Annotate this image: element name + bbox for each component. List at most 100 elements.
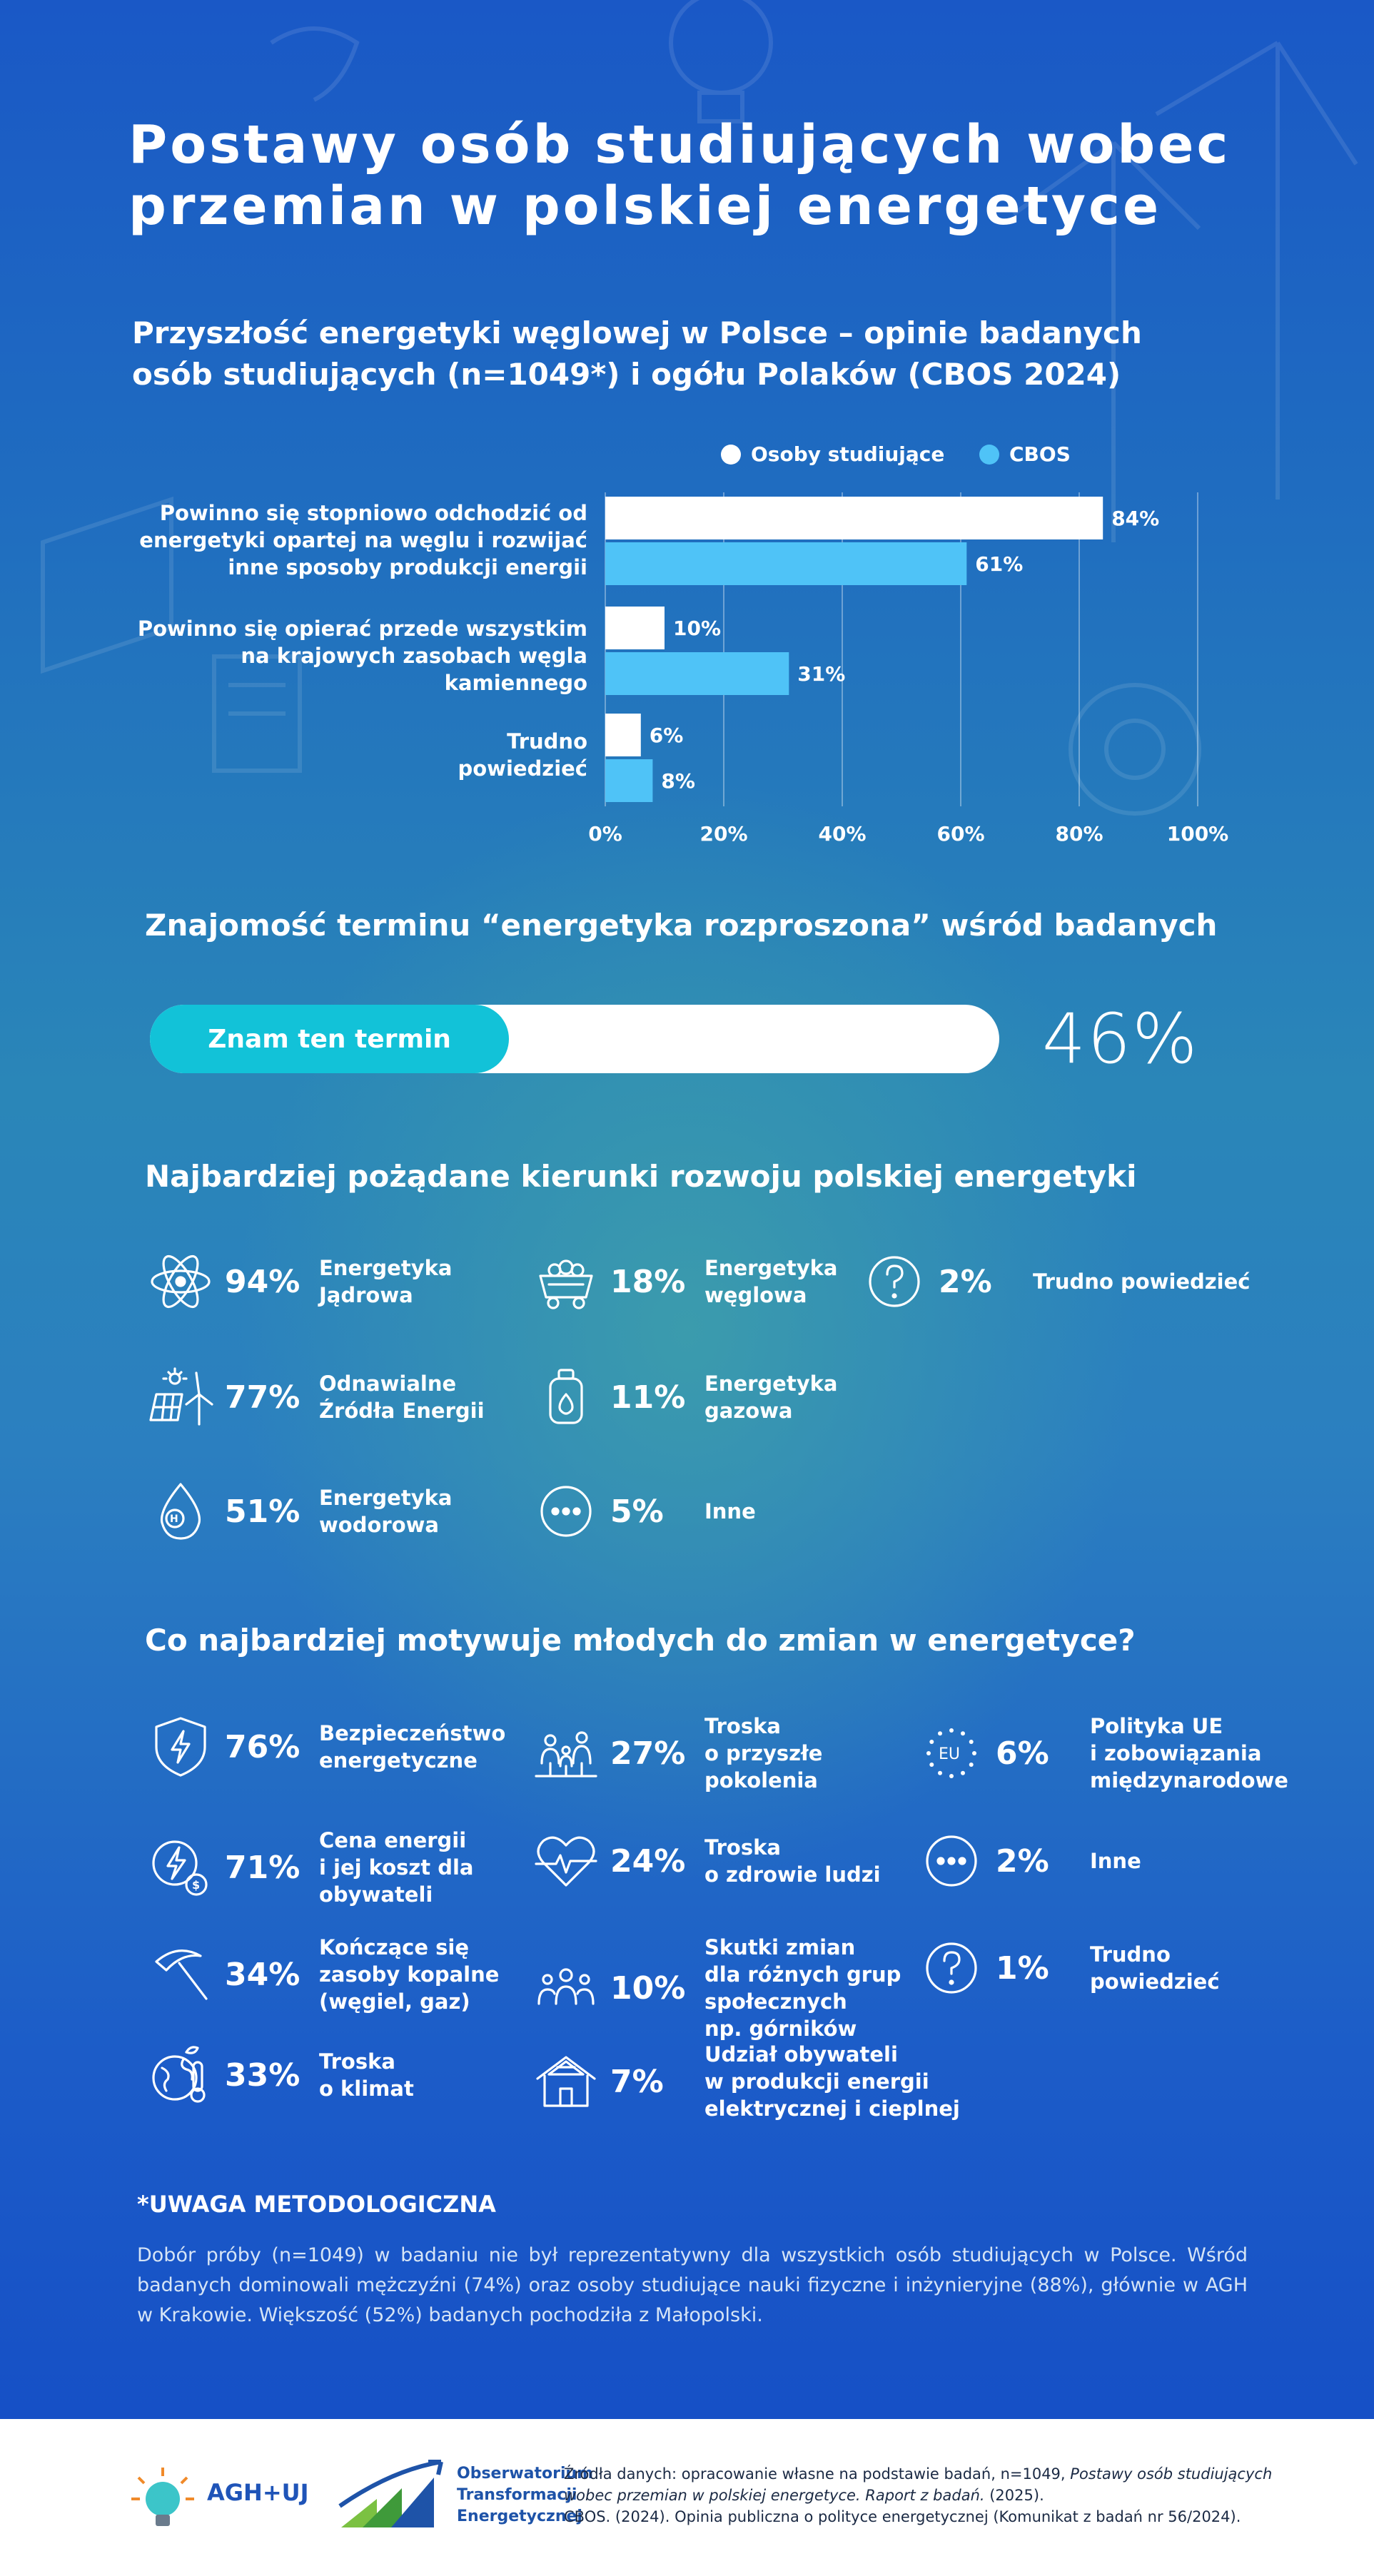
gas-cylinder-icon (532, 1363, 600, 1431)
motivation-label-line: obywateli (319, 1882, 433, 1907)
term-knowledge-value: 46% (1042, 999, 1199, 1079)
direction-label: Energetyka gazowa (704, 1370, 837, 1424)
solar-house-icon (532, 2047, 600, 2116)
motivation-label-line: dla różnych grup (704, 1962, 901, 1987)
section2-title: Znajomość terminu “energetyka rozproszon… (145, 908, 1218, 943)
category-label-line: Powinno się opierać przede wszystkim (137, 617, 587, 641)
direction-percentage: 5% (610, 1493, 664, 1530)
motivation-label-line: Troska (319, 2049, 395, 2074)
source-report-title: Postawy osób studiujących wobec przemian… (564, 2465, 1273, 2504)
more-icon (532, 1477, 600, 1546)
people-group-icon (532, 1954, 600, 2022)
legend-swatch-students (721, 444, 741, 465)
category-label-line: na krajowych zasobach węgla (241, 644, 587, 668)
motivation-label-line: Troska (704, 1835, 781, 1860)
direction-item: 2% Trudno powiedzieć (860, 1247, 1251, 1316)
category-label-line: inne sposoby produkcji energii (228, 555, 587, 579)
category-label-line: Trudno (507, 729, 587, 754)
direction-label: Energetyka wodorowa (319, 1484, 452, 1538)
motivation-label-line: i jej koszt dla (319, 1855, 474, 1880)
section1-title: Przyszłość energetyki węglowej w Polsce … (132, 313, 1142, 395)
poster-background: Postawy osób studiujących wobec przemian… (0, 0, 1374, 2419)
solar-wind-icon (146, 1363, 215, 1431)
bar-value-label: 10% (673, 617, 721, 640)
motivation-item: 34% Kończące się zasoby kopalne (węgiel, ga… (146, 1934, 499, 2015)
svg-text:H: H (170, 1513, 178, 1525)
direction-label: Trudno powiedzieć (1033, 1268, 1251, 1295)
direction-label-line: Inne (704, 1499, 756, 1523)
motivation-item: 24% Troska o zdrowie ludzi (532, 1827, 881, 1895)
question-icon (917, 1934, 986, 2002)
bar-value-label: 6% (650, 724, 684, 747)
bar-students (605, 714, 641, 756)
legend-label-cbos: CBOS (1009, 442, 1071, 466)
observatory-logo-line: Transformacji (457, 2486, 577, 2504)
motivation-label-line: (węgiel, gaz) (319, 1989, 470, 2014)
motivation-item: 7% Udział obywateli w produkcji energii ele… (532, 2041, 960, 2122)
motivation-label-line: zasoby kopalne (319, 1962, 500, 1987)
source-suffix: (2025). (984, 2487, 1044, 2504)
term-knowledge-bar-label: Znam ten termin (208, 1024, 451, 1054)
motivation-item: 2% Inne (917, 1827, 1141, 1895)
direction-label-line: Źródła Energii (319, 1399, 485, 1423)
category-label-line: powiedzieć (458, 756, 587, 781)
motivation-label-line: Skutki zmian (704, 1935, 856, 1959)
eu-icon: EU (917, 1719, 986, 1788)
question-icon (860, 1247, 929, 1316)
bar-value-label: 61% (975, 552, 1023, 576)
motivation-label-line: i zobowiązania (1090, 1741, 1262, 1765)
motivation-label-line: pokolenia (704, 1768, 818, 1792)
bar-students (605, 497, 1103, 539)
direction-item: 5% Inne (532, 1477, 756, 1546)
motivation-percentage: 71% (225, 1849, 300, 1886)
direction-label-line: Energetyka (704, 1371, 838, 1396)
x-tick-label: 40% (818, 822, 866, 842)
motivation-label: Troska o klimat (319, 2048, 414, 2102)
background-decoration (41, 0, 1358, 816)
direction-percentage: 18% (610, 1263, 686, 1300)
term-knowledge-bar: Znam ten termin (150, 1005, 999, 1073)
motivation-label-line: energetyczne (319, 1748, 478, 1773)
motivation-label-line: o zdrowie ludzi (704, 1862, 881, 1887)
direction-item: 11% Energetyka gazowa (532, 1363, 837, 1431)
bar-cbos (605, 652, 789, 695)
direction-label: Odnawialne Źródła Energii (319, 1370, 485, 1424)
motivation-label: Skutki zmian dla różnych grup społecznych n… (704, 1934, 901, 2042)
motivation-item: 33% Troska o klimat (146, 2041, 414, 2109)
category-label-coal-based: Powinno się opierać przede wszystkim na … (138, 615, 587, 696)
legend-label-students: Osoby studiujące (751, 442, 945, 466)
motivation-percentage: 7% (610, 2063, 664, 2100)
motivation-label-line: o klimat (319, 2076, 414, 2101)
generations-icon (532, 1719, 600, 1788)
page-title: Postawy osób studiujących wobec przemian… (128, 114, 1271, 237)
motivation-label: Polityka UE i zobowiązania międzynarodowe (1090, 1713, 1288, 1794)
direction-label-line: węglowa (704, 1283, 807, 1307)
source-cbos: CBOS. (2024). Opinia publiczna o polityc… (564, 2508, 1241, 2525)
motivation-label: Troska o zdrowie ludzi (704, 1834, 881, 1888)
motivation-label-line: o przyszłe (704, 1741, 823, 1765)
legend-swatch-cbos (979, 444, 999, 465)
heart-pulse-icon (532, 1827, 600, 1895)
motivation-item: 27% Troska o przyszłe pokolenia (532, 1713, 822, 1794)
motivation-label-line: Kończące się (319, 1935, 469, 1959)
motivation-label: Bezpieczeństwo energetyczne (319, 1720, 505, 1774)
x-tick-label: 100% (1167, 822, 1229, 842)
motivation-percentage: 2% (996, 1842, 1049, 1880)
motivation-percentage: 76% (225, 1728, 300, 1765)
motivation-label: Cena energii i jej koszt dla obywateli (319, 1827, 473, 1908)
motivation-label: Inne (1090, 1847, 1141, 1875)
svg-text:EU: EU (939, 1745, 960, 1763)
bar-value-label: 8% (661, 769, 695, 793)
motivation-item: EU 6% Polityka UE i zobowiązania międzynarod… (917, 1713, 1288, 1794)
direction-item: H 51% Energetyka wodorowa (146, 1477, 452, 1546)
bar-students (605, 607, 665, 649)
motivation-label-line: elektrycznej i cieplnej (704, 2096, 960, 2121)
direction-label-line: wodorowa (319, 1513, 439, 1537)
svg-text:$: $ (192, 1878, 200, 1892)
direction-label-line: Trudno powiedzieć (1033, 1269, 1251, 1294)
motivation-label-line: Bezpieczeństwo (319, 1721, 506, 1745)
motivation-label-line: Udział obywateli (704, 2042, 898, 2067)
motivation-label-line: np. górników (704, 2017, 857, 2041)
motivation-label-line: Trudno (1090, 1942, 1171, 1967)
direction-label-line: gazowa (704, 1399, 793, 1423)
